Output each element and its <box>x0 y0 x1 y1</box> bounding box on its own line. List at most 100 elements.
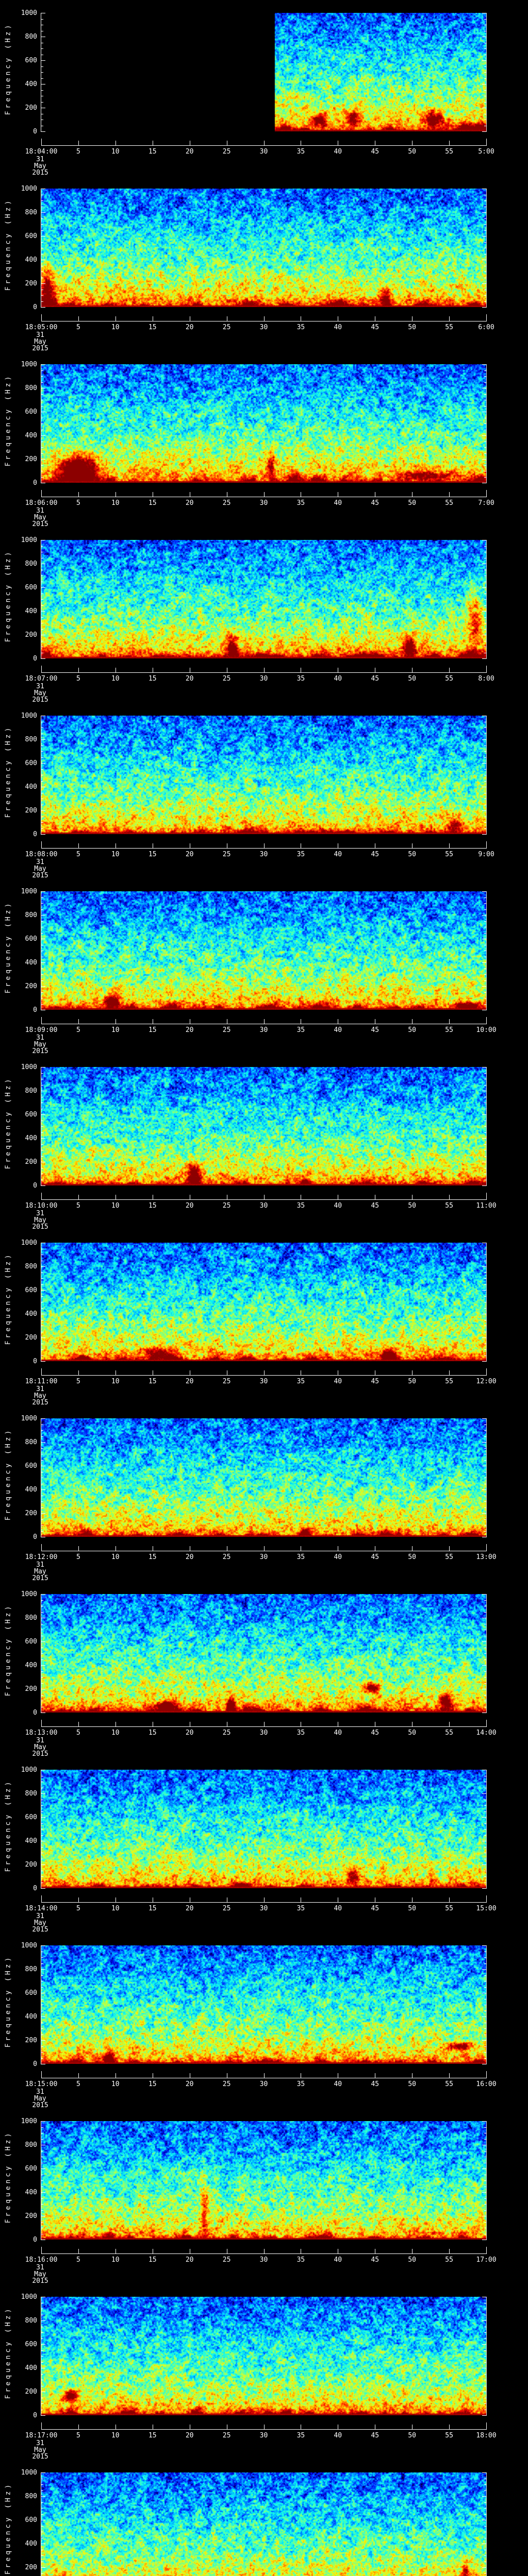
x-tick-label: 10 <box>111 1026 120 1034</box>
y-major-tick-right <box>482 1665 486 1666</box>
y-minor-tick-right <box>484 1683 486 1684</box>
time-axis-end-tick <box>41 2071 42 2078</box>
y-minor-tick-left <box>41 90 43 91</box>
y-tick-label: 0 <box>33 303 37 311</box>
y-minor-tick-left <box>41 242 43 243</box>
y-axis-line-right <box>486 2297 487 2416</box>
end-time-label: 13:00 <box>476 1553 497 1561</box>
y-major-tick-left <box>41 891 45 892</box>
y-major-tick-right <box>482 2415 486 2416</box>
y-minor-tick-right <box>484 2127 486 2128</box>
y-major-tick-right <box>482 2040 486 2041</box>
time-axis-end-tick <box>41 1544 42 1551</box>
y-major-tick-left <box>41 2567 45 2568</box>
y-minor-tick-left <box>41 200 43 201</box>
x-tick-label: 35 <box>296 1202 305 1210</box>
y-minor-tick-right <box>484 101 486 103</box>
y-tick-label: 1000 <box>21 2469 37 2477</box>
y-minor-tick-left <box>41 781 43 782</box>
y-minor-tick-right <box>484 1073 486 1074</box>
y-major-tick-right <box>482 283 486 284</box>
date-label: May <box>34 162 46 170</box>
y-tick-label: 800 <box>25 2317 37 2325</box>
x-tick-label: 35 <box>296 148 305 156</box>
time-axis-end-tick <box>41 314 42 321</box>
start-time-label: 18:08:00 <box>25 851 58 858</box>
y-major-tick-right <box>482 1337 486 1338</box>
y-tick-label: 0 <box>33 479 37 487</box>
x-tick-label: 40 <box>334 2080 342 2088</box>
y-major-tick-right <box>482 1361 486 1362</box>
y-tick-label: 400 <box>25 80 37 88</box>
y-minor-tick-left <box>41 974 43 975</box>
y-minor-tick-left <box>41 1448 43 1449</box>
spectrogram-canvas <box>41 2472 486 2576</box>
y-major-tick-right <box>482 2344 486 2345</box>
y-tick-label: 1000 <box>21 536 37 544</box>
x-tick-label: 50 <box>408 2432 417 2439</box>
x-tick-label: 10 <box>111 851 120 858</box>
y-minor-tick-left <box>41 2526 43 2527</box>
x-tick-label: 5 <box>76 1026 80 1034</box>
y-tick-label: 600 <box>25 759 37 767</box>
time-axis-end-tick <box>486 2071 487 2078</box>
y-minor-tick-right <box>484 769 486 770</box>
x-tick-label: 35 <box>296 851 305 858</box>
y-minor-tick-right <box>484 1659 486 1660</box>
end-time-label: 10:00 <box>476 1026 497 1034</box>
date-label: 31 <box>36 2264 44 2272</box>
x-tick-label: 40 <box>334 675 342 683</box>
x-tick-label: 10 <box>111 1378 120 1385</box>
y-minor-tick-left <box>41 2356 43 2357</box>
spectrogram-panel-180400: Frequency (Hz) 0 200 400 600 800 1000 5 10 15 20 2… <box>0 0 528 176</box>
y-minor-tick-left <box>41 2502 43 2503</box>
y-minor-tick-left <box>41 1612 43 1613</box>
y-minor-tick-left <box>41 575 43 576</box>
x-tick-label: 25 <box>222 1378 231 1385</box>
y-minor-tick-right <box>484 980 486 981</box>
x-tick-label: 10 <box>111 675 120 683</box>
x-tick-label: 55 <box>445 499 453 507</box>
y-minor-tick-left <box>41 2222 43 2223</box>
spectrogram-canvas <box>41 1243 486 1361</box>
spectrogram-panel-181500: Frequency (Hz) 0 200 400 600 800 1000 5 10 15 20 2… <box>0 1933 528 2109</box>
x-tick-label: 10 <box>111 2080 120 2088</box>
time-axis <box>41 848 487 849</box>
x-tick-label: 20 <box>185 851 194 858</box>
y-major-tick-right <box>482 2320 486 2321</box>
x-tick-label: 45 <box>371 2256 380 2264</box>
date-label: 31 <box>36 1385 44 1393</box>
x-tick-label: 50 <box>408 851 417 858</box>
y-axis-line-right <box>486 1945 487 2064</box>
time-axis-end-tick <box>41 490 42 497</box>
y-major-tick-left <box>41 1185 45 1186</box>
y-minor-tick-right <box>484 1084 486 1086</box>
spectrogram-panel-180800: Frequency (Hz) 0 200 400 600 800 1000 5 10 15 20 2… <box>0 703 528 879</box>
y-major-tick-left <box>41 962 45 963</box>
y-axis-line-right <box>486 2472 487 2576</box>
y-minor-tick-right <box>484 1355 486 1356</box>
end-time-label: 15:00 <box>476 1905 497 1912</box>
time-axis-tick <box>78 1019 79 1024</box>
y-minor-tick-right <box>484 2350 486 2351</box>
x-tick-label: 45 <box>371 675 380 683</box>
x-tick-label: 25 <box>222 499 231 507</box>
y-tick-label: 0 <box>33 1182 37 1190</box>
date-label: 31 <box>36 683 44 690</box>
spectrogram-canvas <box>41 1067 486 1185</box>
y-tick-label: 800 <box>25 33 37 41</box>
x-tick-label: 35 <box>296 1729 305 1737</box>
y-tick-label: 800 <box>25 2493 37 2500</box>
start-time-label: 18:10:00 <box>25 1202 58 1210</box>
y-major-tick-right <box>482 1185 486 1186</box>
y-tick-label: 600 <box>25 2165 37 2173</box>
y-minor-tick-right <box>484 575 486 576</box>
y-major-tick-left <box>41 587 45 588</box>
spectrogram-canvas <box>41 540 486 658</box>
y-tick-label: 200 <box>25 1510 37 1517</box>
y-minor-tick-right <box>484 2058 486 2059</box>
time-axis-tick <box>449 1546 450 1551</box>
time-axis-tick <box>263 2073 265 2078</box>
time-axis-tick <box>263 1195 265 1199</box>
y-major-tick-left <box>41 834 45 835</box>
